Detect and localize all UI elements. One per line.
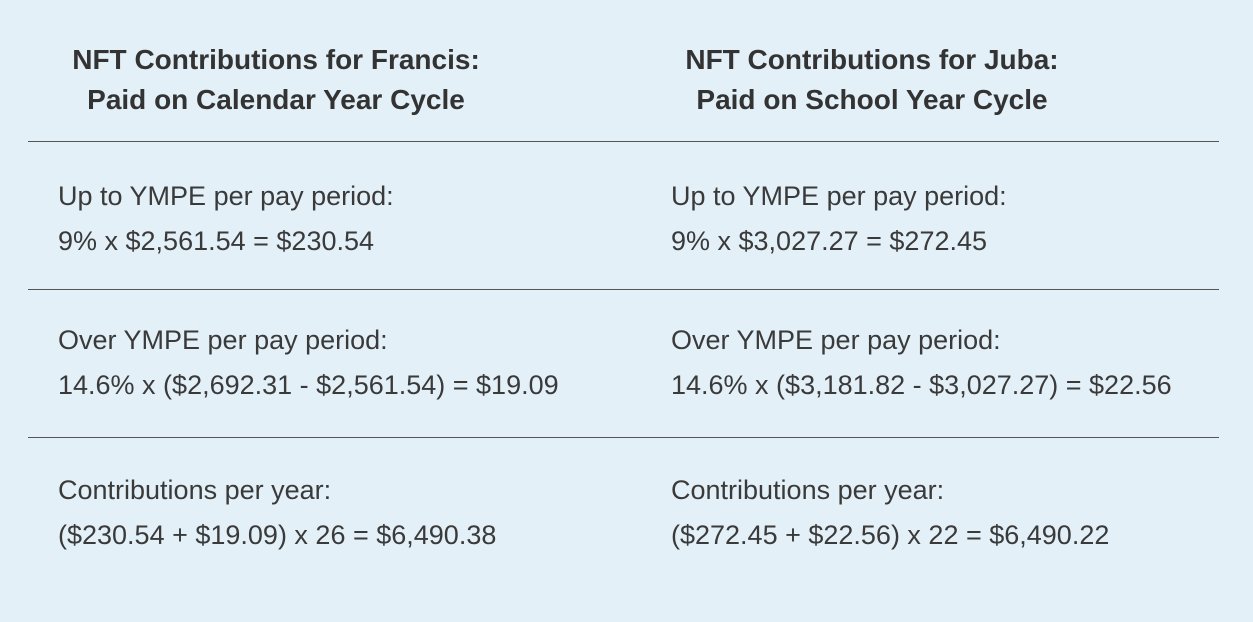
- row-label: Over YMPE per pay period:: [671, 325, 1001, 355]
- row-label: Contributions per year:: [671, 475, 945, 505]
- row-label: Up to YMPE per pay period:: [671, 181, 1007, 211]
- divider: [28, 141, 1219, 142]
- row-formula: 14.6% x ($3,181.82 - $3,027.27) = $22.56: [671, 370, 1172, 400]
- heading-subline: Paid on Calendar Year Cycle: [87, 84, 465, 115]
- francis-up-to-ympe: Up to YMPE per pay period: 9% x $2,561.5…: [58, 174, 394, 264]
- row-formula: ($230.54 + $19.09) x 26 = $6,490.38: [58, 520, 497, 550]
- juba-over-ympe: Over YMPE per pay period: 14.6% x ($3,18…: [671, 318, 1172, 408]
- row-formula: ($272.45 + $22.56) x 22 = $6,490.22: [671, 520, 1110, 550]
- column-heading-francis: NFT Contributions for Francis: Paid on C…: [28, 40, 524, 120]
- francis-over-ympe: Over YMPE per pay period: 14.6% x ($2,69…: [58, 318, 559, 408]
- juba-up-to-ympe: Up to YMPE per pay period: 9% x $3,027.2…: [671, 174, 1007, 264]
- heading-line: NFT Contributions for Juba:: [685, 44, 1059, 75]
- row-label: Up to YMPE per pay period:: [58, 181, 394, 211]
- row-label: Contributions per year:: [58, 475, 332, 505]
- row-formula: 14.6% x ($2,692.31 - $2,561.54) = $19.09: [58, 370, 559, 400]
- column-heading-juba: NFT Contributions for Juba: Paid on Scho…: [622, 40, 1122, 120]
- heading-subline: Paid on School Year Cycle: [696, 84, 1048, 115]
- table-header: NFT Contributions for Francis: Paid on C…: [0, 40, 1253, 120]
- divider: [28, 437, 1219, 438]
- juba-contributions-per-year: Contributions per year: ($272.45 + $22.5…: [671, 468, 1109, 558]
- row-formula: 9% x $2,561.54 = $230.54: [58, 226, 375, 256]
- heading-line: NFT Contributions for Francis:: [72, 44, 480, 75]
- divider: [28, 289, 1219, 290]
- row-formula: 9% x $3,027.27 = $272.45: [671, 226, 988, 256]
- row-label: Over YMPE per pay period:: [58, 325, 388, 355]
- francis-contributions-per-year: Contributions per year: ($230.54 + $19.0…: [58, 468, 496, 558]
